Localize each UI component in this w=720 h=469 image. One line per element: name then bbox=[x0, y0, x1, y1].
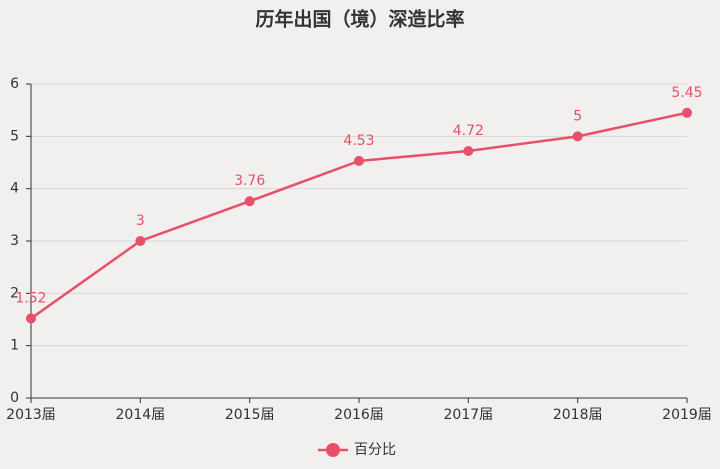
x-tick-label: 2014届 bbox=[116, 407, 166, 423]
data-point bbox=[682, 107, 692, 118]
x-tick-label: 2017届 bbox=[444, 407, 494, 423]
data-label: 3 bbox=[136, 213, 145, 229]
y-tick-label: 2 bbox=[10, 285, 19, 301]
chart-title: 历年出国（境）深造比率 bbox=[255, 8, 464, 31]
x-tick-label: 2013届 bbox=[6, 407, 56, 423]
y-tick-label: 1 bbox=[10, 338, 19, 354]
data-label: 1.52 bbox=[15, 290, 46, 306]
x-tick-label: 2019届 bbox=[662, 407, 712, 423]
y-tick-label: 0 bbox=[10, 390, 19, 406]
legend-marker bbox=[326, 443, 340, 457]
data-point bbox=[135, 236, 146, 246]
data-point bbox=[354, 155, 364, 166]
data-label: 4.53 bbox=[343, 133, 374, 149]
data-point bbox=[244, 196, 255, 207]
legend-label: 百分比 bbox=[354, 442, 396, 458]
data-label: 5.45 bbox=[671, 85, 702, 101]
x-tick-label: 2015届 bbox=[225, 407, 275, 423]
y-tick-label: 4 bbox=[10, 181, 19, 197]
data-point bbox=[572, 131, 583, 142]
x-tick-label: 2018届 bbox=[553, 407, 603, 423]
data-label: 5 bbox=[573, 108, 582, 124]
data-point bbox=[463, 145, 474, 156]
data-point bbox=[26, 313, 36, 324]
y-tick-label: 5 bbox=[10, 128, 19, 144]
x-tick-label: 2016届 bbox=[334, 407, 384, 423]
y-tick-label: 6 bbox=[10, 76, 19, 92]
data-label: 3.76 bbox=[234, 173, 265, 189]
y-tick-label: 3 bbox=[10, 233, 19, 249]
data-label: 4.72 bbox=[453, 123, 484, 139]
